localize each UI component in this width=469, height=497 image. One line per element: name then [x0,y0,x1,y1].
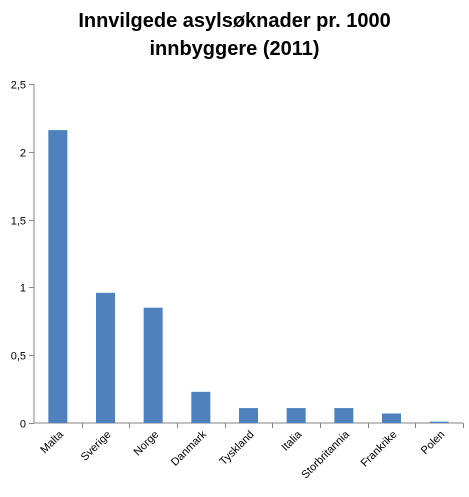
x-tick-label: Italia [279,428,305,454]
x-tick-label: Polen [419,429,447,457]
y-tick-label: 2,5 [11,80,26,92]
bar [334,408,354,423]
y-tick-label: 0 [20,419,26,431]
bar [143,307,163,423]
bar [429,421,449,423]
x-tick-label: Sverige [79,429,114,464]
bar [286,408,306,423]
chart-title-line-1: Innvilgede asylsøknader pr. 1000 [78,10,391,32]
y-tick-label: 2 [20,148,26,160]
bar [48,130,68,423]
x-tick-label: Storbritannia [299,428,352,481]
x-tick-label: Malta [38,428,66,456]
bar [96,292,115,423]
chart-title-line-2: innbyggere (2011) [149,38,320,60]
y-tick-label: 0,5 [11,351,26,363]
x-tick-label: Frankrike [359,429,400,470]
x-tick-label: Norge [132,429,162,459]
y-tick-label: 1,5 [11,216,26,228]
bar [382,413,401,423]
x-tick-label: Tyskland [217,429,256,468]
bar [239,408,258,423]
bar [191,391,211,423]
x-tick-label: Danmark [169,428,209,468]
y-tick-label: 1 [20,283,26,295]
